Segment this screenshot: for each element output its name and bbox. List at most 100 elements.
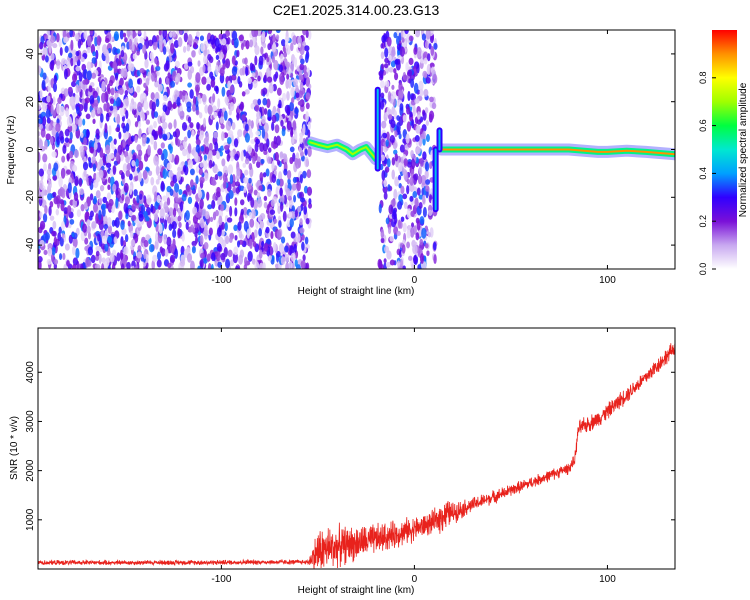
spectrogram-noise-cell xyxy=(112,165,117,176)
spectrogram-noise-cell xyxy=(210,263,214,269)
spectrogram-noise-cell xyxy=(240,150,244,162)
spectrogram-noise-cell xyxy=(302,170,307,179)
spectrogram-noise-cell xyxy=(299,135,303,145)
spectrogram-noise-cell xyxy=(181,193,187,202)
spectrogram-noise-cell xyxy=(408,57,414,66)
spectrogram-noise-cell xyxy=(177,166,181,173)
spectrogram-noise-cell xyxy=(180,144,184,151)
spectrogram-noise-cell xyxy=(142,44,147,54)
spectrogram-noise-cell xyxy=(206,253,211,262)
spectrogram-noise-cell xyxy=(167,72,171,79)
spectrogram-noise-cell xyxy=(382,132,388,139)
spectrogram-noise-cell xyxy=(215,251,221,262)
spectrogram-noise-cell xyxy=(56,103,61,115)
spectrogram-noise-cell xyxy=(113,31,119,42)
spectrogram-noise-cell xyxy=(300,58,305,65)
spectrogram-noise-cell xyxy=(143,30,147,40)
spectrogram-noise-cell xyxy=(60,220,65,231)
spectrogram-noise-cell xyxy=(44,204,48,215)
spectrogram-noise-cell xyxy=(258,262,264,269)
spectrogram-noise-cell xyxy=(156,194,161,204)
spectrogram-noise-cell xyxy=(217,261,222,268)
spectrogram-noise-cell xyxy=(168,207,174,217)
spectrogram-noise-cell xyxy=(46,168,52,176)
spectrogram-noise-cell xyxy=(179,105,183,112)
spectrogram-noise-cell xyxy=(288,260,293,269)
spectrogram-noise-cell xyxy=(293,243,297,253)
spectrogram-noise-cell xyxy=(187,116,192,124)
spectrogram-noise-cell xyxy=(167,100,173,111)
spectrogram-noise-cell xyxy=(83,168,87,178)
spectrogram-noise-cell xyxy=(43,42,47,48)
spectrogram-noise-cell xyxy=(158,35,164,47)
spectrogram-noise-cell xyxy=(75,50,80,57)
spectrogram-noise-cell xyxy=(388,54,392,61)
spectrogram-noise-cell xyxy=(427,53,431,62)
spectrogram-noise-cell xyxy=(154,57,158,64)
spectrogram-noise-cell xyxy=(153,120,157,129)
spectrogram-noise-cell xyxy=(38,232,41,240)
spectrogram-noise-cell xyxy=(86,225,91,234)
spectrogram-noise-cell xyxy=(426,64,431,76)
spectrogram-noise-cell xyxy=(299,63,305,71)
spectrogram-noise-cell xyxy=(108,125,112,136)
spectrogram-noise-cell xyxy=(163,63,169,72)
spectrogram-noise-cell xyxy=(414,135,420,142)
spectrogram-noise-cell xyxy=(167,262,172,269)
spectrogram-noise-cell xyxy=(279,75,285,85)
spectrogram-noise-cell xyxy=(254,229,258,238)
spectrogram-noise-cell xyxy=(139,93,144,104)
spectrogram-noise-cell xyxy=(92,163,97,172)
spectrogram-noise-cell xyxy=(150,176,155,186)
spectrogram-noise-cell xyxy=(203,229,208,240)
spectrogram-noise-cell xyxy=(195,212,201,218)
spectrogram-noise-cell xyxy=(76,106,80,115)
spectrogram-noise-cell xyxy=(119,249,123,261)
spectrogram-noise-cell xyxy=(41,79,46,90)
spectrogram-noise-cell xyxy=(129,184,133,196)
spectrogram-noise-cell xyxy=(114,73,119,81)
spectrogram-noise-cell xyxy=(95,49,99,60)
spectrogram-noise-cell xyxy=(256,161,261,168)
spectrogram-noise-cell xyxy=(200,218,205,229)
spectrogram-noise-cell xyxy=(244,256,248,267)
spectrogram-noise-cell xyxy=(38,104,41,110)
spectrogram-noise-cell xyxy=(90,146,95,154)
spectrogram-noise-cell xyxy=(162,46,167,55)
spectrogram-noise-cell xyxy=(228,94,233,101)
spectrogram-noise-cell xyxy=(175,60,180,68)
spectrogram-noise-cell xyxy=(391,211,397,220)
spectrogram-noise-cell xyxy=(217,171,223,177)
spectrogram-noise-cell xyxy=(199,198,204,210)
spectrogram-noise-cell xyxy=(98,197,103,204)
spectrogram-noise-cell xyxy=(384,80,390,88)
spectrogram-noise-cell xyxy=(281,128,286,137)
spectrogram-noise-cell xyxy=(199,130,205,138)
spectrogram-noise-cell xyxy=(236,240,241,248)
spectrogram-noise-cell xyxy=(416,63,420,74)
spectrogram-noise-cell xyxy=(156,251,162,261)
spectrogram-noise-cell xyxy=(246,228,250,239)
spectrogram-noise-cell xyxy=(195,72,201,84)
snr-frame xyxy=(37,327,676,570)
spectrogram-noise-cell xyxy=(271,121,275,132)
spectrogram-noise-cell xyxy=(113,138,117,145)
spectrogram-panel: -100 0 100 -40 -20 0 20 40 Height of straight l… xyxy=(6,29,676,297)
spectrogram-noise-cell xyxy=(262,42,267,49)
spectrogram-noise-cell xyxy=(416,187,421,196)
spectrogram-noise-cell xyxy=(284,245,289,253)
spectrogram-noise-cell xyxy=(62,144,67,154)
spectrogram-noise-cell xyxy=(267,115,272,121)
spectrogram-noise-cell xyxy=(94,263,101,269)
spectrogram-noise-cell xyxy=(226,217,233,223)
spectrogram-noise-cell xyxy=(162,195,167,202)
spectrogram-noise-cell xyxy=(203,172,209,182)
spectrogram-noise-cell xyxy=(80,204,85,212)
spectrogram-noise-cell xyxy=(263,122,269,133)
spectrogram-noise-cell xyxy=(176,96,181,107)
spectrogram-noise-cell xyxy=(95,245,101,252)
spectrogram-noise-cell xyxy=(274,124,280,134)
snr-panel: -100 0 100 1000 2000 3000 4000 Height of strai… xyxy=(9,327,676,596)
spectrogram-noise-cell xyxy=(383,258,387,264)
spectrogram-noise-cell xyxy=(135,158,139,167)
